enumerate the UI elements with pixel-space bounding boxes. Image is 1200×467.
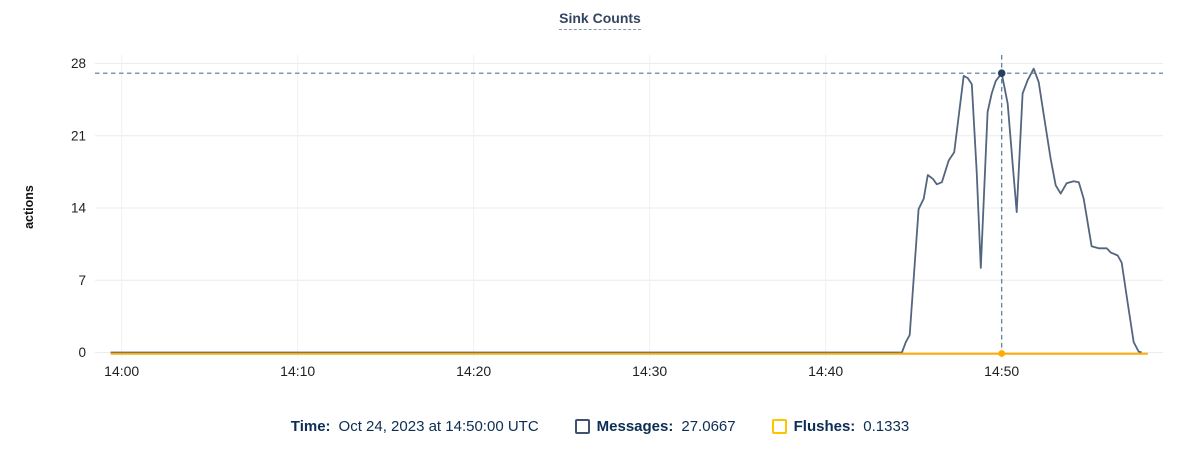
messages-hover-marker (997, 69, 1006, 77)
hover-readout: Time: Oct 24, 2023 at 14:50:00 UTC Messa… (0, 418, 1200, 435)
flushes-swatch-icon[interactable] (771, 419, 787, 434)
readout-time: Time: Oct 24, 2023 at 14:50:00 UTC (291, 418, 539, 435)
messages-swatch-icon[interactable] (574, 419, 590, 434)
legend-item-messages[interactable]: Messages: 27.0667 (574, 418, 736, 435)
messages-value: 27.0667 (681, 418, 736, 435)
y-axis-label: actions (22, 185, 36, 229)
flushes-value: 0.1333 (863, 418, 910, 435)
series-line-messages (110, 67, 1142, 354)
messages-label: Messages: (596, 418, 674, 435)
y-tick-label: 0 (78, 345, 86, 360)
x-tick-label: 14:20 (456, 363, 491, 379)
time-value: Oct 24, 2023 at 14:50:00 UTC (338, 418, 539, 435)
y-tick-label: 14 (71, 201, 87, 216)
x-tick-label: 14:00 (104, 363, 139, 379)
x-tick-label: 14:30 (632, 363, 667, 379)
x-tick-label: 14:10 (280, 363, 315, 379)
chart-title: Sink Counts (0, 10, 1200, 30)
y-tick-label: 7 (78, 273, 86, 288)
time-label: Time: (290, 418, 331, 435)
chart-title-link[interactable]: Sink Counts (559, 10, 641, 30)
x-tick-label: 14:40 (808, 363, 843, 379)
sink-counts-chart[interactable]: 0 7 14 21 28 14:00 14:10 14:20 14:30 14:40 14:50 ac… (0, 0, 1200, 405)
flushes-label: Flushes: (793, 418, 856, 435)
x-tick-label: 14:50 (984, 363, 1019, 379)
y-tick-label: 21 (71, 128, 86, 143)
flushes-hover-marker (998, 350, 1006, 357)
legend-item-flushes[interactable]: Flushes: 0.1333 (771, 418, 910, 435)
y-tick-label: 28 (71, 56, 86, 71)
